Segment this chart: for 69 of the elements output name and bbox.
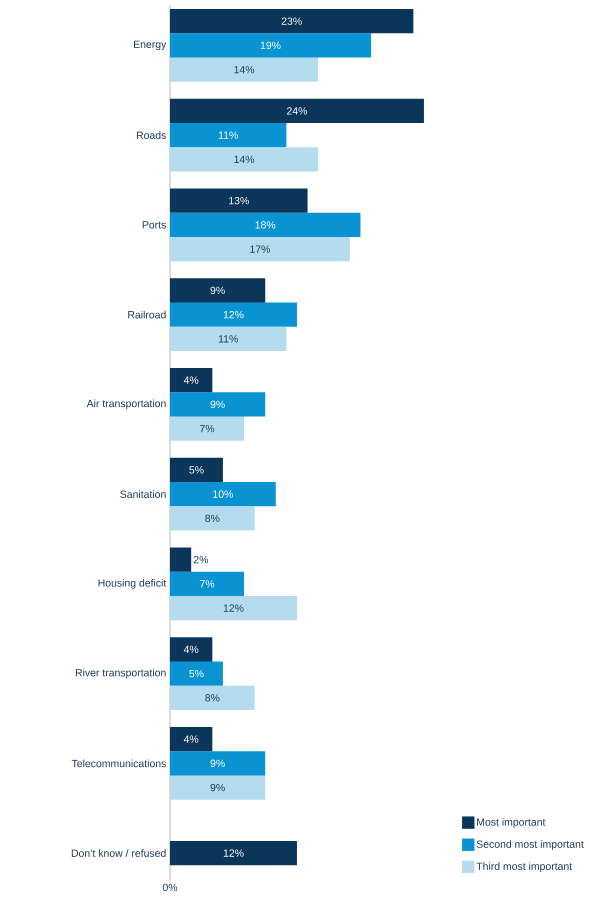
data-label: 7%	[200, 580, 214, 588]
bar	[170, 368, 212, 392]
bar	[170, 9, 414, 34]
y-tick-label: Don’t know / refused	[72, 849, 166, 857]
y-tick-label: Telecommunications	[72, 760, 166, 768]
data-label: 4%	[184, 735, 198, 743]
data-label: 2%	[194, 556, 208, 564]
data-label: 13%	[229, 196, 249, 204]
bar	[170, 596, 297, 620]
data-label: 5%	[189, 466, 204, 474]
bar	[170, 775, 266, 800]
y-tick-label: Railroad	[128, 310, 166, 318]
data-label: 4%	[184, 646, 198, 654]
bar	[170, 686, 255, 710]
data-label: 8%	[205, 694, 220, 702]
y-tick-label: Housing deficit	[98, 578, 166, 589]
data-label: 8%	[205, 514, 220, 522]
y-tick-label: Sanitation	[120, 490, 166, 498]
data-label: 4%	[184, 376, 198, 384]
bar	[170, 188, 308, 213]
legend-label: Second most important	[476, 840, 584, 850]
bar	[170, 572, 244, 596]
bar	[170, 726, 212, 752]
bar	[170, 123, 286, 148]
bar	[170, 506, 255, 530]
data-label: 12%	[224, 849, 244, 857]
bar	[170, 392, 266, 416]
bar	[170, 661, 223, 686]
y-tick-label: Ports	[142, 221, 166, 229]
data-label: 12%	[224, 310, 244, 318]
bar	[170, 482, 276, 506]
data-label: 23%	[282, 17, 302, 25]
bar	[170, 58, 318, 82]
data-label: 24%	[287, 107, 308, 115]
data-label: 9%	[210, 784, 225, 792]
y-tick-label: Energy	[134, 40, 166, 50]
legend-label: Most important	[477, 818, 546, 828]
bar	[170, 278, 266, 303]
data-label: 14%	[234, 66, 254, 74]
data-label: 18%	[256, 221, 276, 229]
data-label: 9%	[210, 400, 225, 408]
text: 0%	[162, 884, 178, 892]
bar	[170, 302, 297, 327]
bar	[170, 326, 286, 351]
bar	[170, 548, 192, 572]
bar	[170, 33, 372, 58]
bar	[170, 212, 360, 237]
bar	[170, 98, 424, 124]
bar	[170, 416, 244, 441]
data-label: 11%	[218, 131, 238, 139]
y-tick-label: Roads	[136, 131, 166, 139]
data-label: 11%	[218, 335, 238, 343]
bar	[170, 458, 223, 482]
bar	[170, 751, 266, 776]
y-tick-label: River transportation	[76, 668, 166, 678]
data-label: 17%	[250, 245, 270, 253]
data-label: 9%	[210, 286, 225, 294]
bar	[170, 637, 212, 662]
data-label: 5%	[189, 670, 204, 678]
bar	[170, 236, 350, 262]
legend-label: Third most important	[476, 862, 572, 872]
y-tick-label: Air transportation	[86, 399, 166, 410]
data-label: 7%	[200, 424, 214, 432]
bar	[170, 147, 318, 172]
data-label: 10%	[213, 490, 233, 498]
data-label: 19%	[260, 42, 281, 50]
data-label: 14%	[234, 156, 254, 164]
data-label: 9%	[210, 760, 225, 768]
data-label: 12%	[224, 604, 244, 612]
